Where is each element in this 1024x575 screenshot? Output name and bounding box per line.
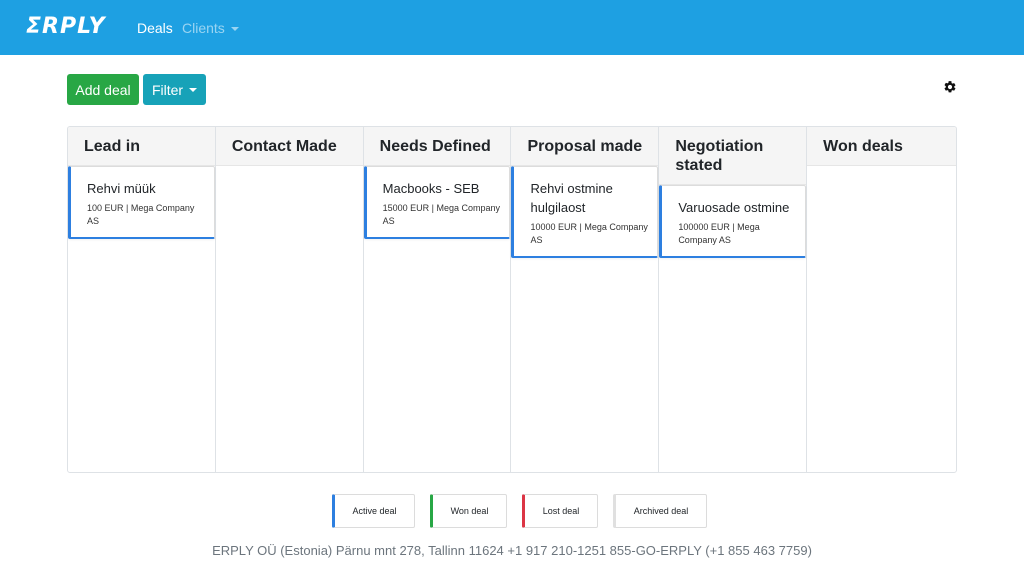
deal-card[interactable]: Varuosade ostmine 100000 EUR | Mega Comp… — [659, 185, 807, 258]
deal-title: Rehvi ostmine hulgilaost — [530, 181, 613, 215]
add-deal-button[interactable]: Add deal — [67, 74, 139, 105]
nav-clients-dropdown[interactable]: Clients — [182, 20, 239, 36]
deal-subtitle: 100000 EUR | Mega Company AS — [678, 222, 760, 245]
column-header: Needs Defined — [363, 127, 511, 166]
deal-card[interactable]: Rehvi müük 100 EUR | Mega Company AS — [68, 166, 215, 239]
column-header: Negotiation stated — [659, 127, 807, 185]
nav-deals-link[interactable]: Deals — [137, 20, 173, 36]
deal-subtitle: 15000 EUR | Mega Company AS — [382, 203, 501, 226]
chevron-down-icon — [189, 87, 198, 92]
deal-card[interactable]: Macbooks - SEB 15000 EUR | Mega Company … — [363, 166, 511, 239]
legend-lost-deal: Lost deal — [522, 494, 598, 528]
column-header: Proposal made — [511, 127, 659, 166]
top-navbar: ΣRPLY Deals Clients — [0, 0, 1024, 55]
column-proposal-made: Proposal made Rehvi ostmine hulgilaost 1… — [511, 127, 660, 472]
column-won-deals: Won deals — [807, 127, 956, 472]
deal-title: Rehvi müük — [87, 181, 156, 196]
deal-title: Varuosade ostmine — [678, 200, 790, 215]
legend-archived-deal: Archived deal — [613, 494, 707, 528]
deal-title: Macbooks - SEB — [382, 181, 480, 196]
filter-button[interactable]: Filter — [143, 74, 206, 105]
column-contact-made: Contact Made — [215, 127, 364, 472]
erply-logo[interactable]: ΣRPLY — [26, 14, 106, 39]
deal-subtitle: 10000 EUR | Mega Company AS — [530, 222, 648, 245]
column-needs-defined: Needs Defined Macbooks - SEB 15000 EUR |… — [363, 127, 512, 472]
filter-label: Filter — [151, 81, 184, 98]
column-negotiation-stated: Negotiation stated Varuosade ostmine 100… — [659, 127, 808, 472]
legend-active-deal: Active deal — [332, 494, 415, 528]
footer-contact: ERPLY OÜ (Estonia) Pärnu mnt 278, Tallin… — [212, 543, 812, 558]
deal-card[interactable]: Rehvi ostmine hulgilaost 10000 EUR | Meg… — [511, 166, 659, 258]
deal-board: Lead in Rehvi müük 100 EUR | Mega Compan… — [67, 126, 957, 473]
nav-clients-label: Clients — [182, 20, 225, 36]
deal-subtitle: 100 EUR | Mega Company AS — [87, 203, 195, 226]
column-header: Contact Made — [215, 127, 363, 166]
legend-won-deal: Won deal — [430, 494, 507, 528]
column-lead-in: Lead in Rehvi müük 100 EUR | Mega Compan… — [68, 127, 216, 472]
column-header: Won deals — [807, 127, 956, 166]
chevron-down-icon — [230, 27, 239, 32]
gear-icon[interactable] — [943, 80, 957, 94]
column-header: Lead in — [68, 127, 215, 166]
